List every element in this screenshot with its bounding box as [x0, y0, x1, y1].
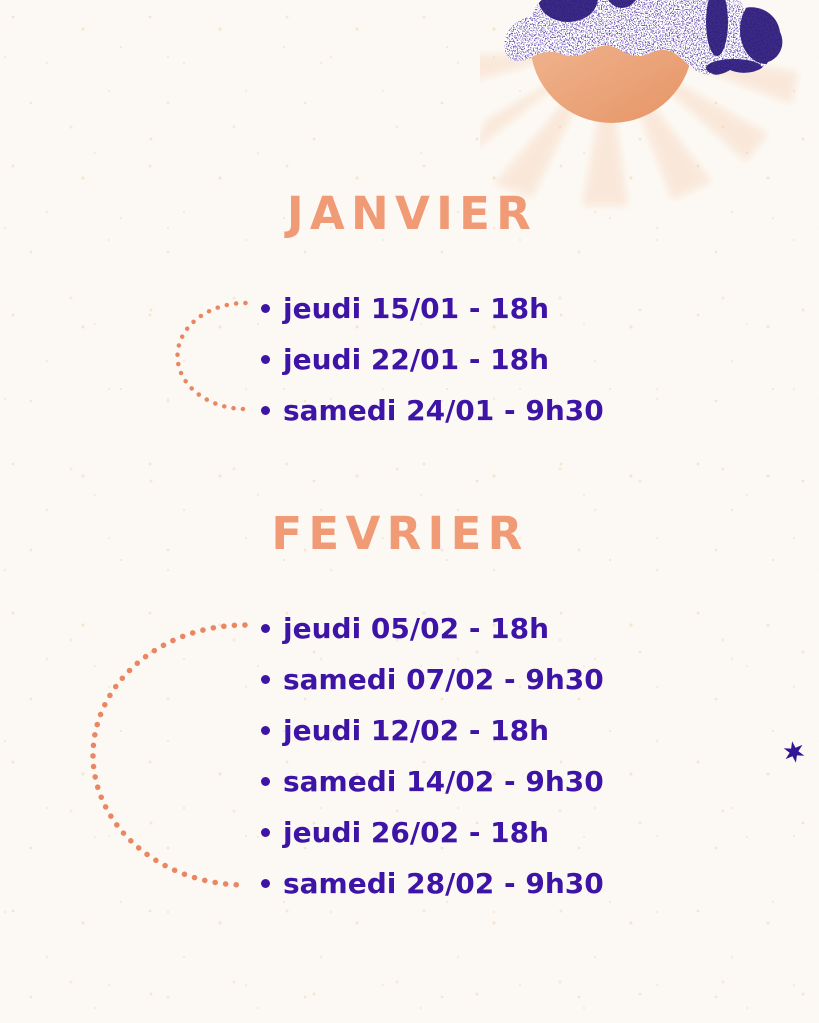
month-title-janvier: JANVIER — [286, 187, 538, 240]
event-item: jeudi 22/01 - 18h — [261, 334, 604, 385]
event-item: samedi 24/01 - 9h30 — [261, 385, 604, 436]
bullet-icon — [261, 406, 270, 415]
bullet-icon — [261, 355, 270, 364]
event-label: jeudi 22/01 - 18h — [283, 343, 550, 376]
event-label: samedi 07/02 - 9h30 — [283, 663, 604, 696]
february-event-list: jeudi 05/02 - 18h samedi 07/02 - 9h30 je… — [261, 603, 604, 909]
event-label: jeudi 05/02 - 18h — [283, 612, 550, 645]
event-item: samedi 07/02 - 9h30 — [261, 654, 604, 705]
sun-cloud-illustration — [480, 0, 798, 206]
bullet-icon — [261, 304, 270, 313]
january-event-list: jeudi 15/01 - 18h jeudi 22/01 - 18h same… — [261, 283, 604, 436]
event-item: jeudi 26/02 - 18h — [261, 807, 604, 858]
bullet-icon — [261, 675, 270, 684]
event-label: jeudi 15/01 - 18h — [283, 292, 550, 325]
bullet-icon — [261, 624, 270, 633]
event-item: jeudi 15/01 - 18h — [261, 283, 604, 334]
bullet-icon — [261, 879, 270, 888]
event-item: jeudi 05/02 - 18h — [261, 603, 604, 654]
bullet-icon — [261, 777, 270, 786]
bullet-icon — [261, 726, 270, 735]
event-label: samedi 24/01 - 9h30 — [283, 394, 604, 427]
event-item: samedi 14/02 - 9h30 — [261, 756, 604, 807]
event-label: jeudi 12/02 - 18h — [283, 714, 550, 747]
event-item: samedi 28/02 - 9h30 — [261, 858, 604, 909]
event-label: jeudi 26/02 - 18h — [283, 816, 550, 849]
month-title-fevrier: FEVRIER — [271, 507, 529, 560]
event-item: jeudi 12/02 - 18h — [261, 705, 604, 756]
february-dotted-arc — [90, 622, 248, 888]
event-label: samedi 14/02 - 9h30 — [283, 765, 604, 798]
cloud-ink-blobs — [538, 0, 783, 75]
bullet-icon — [261, 828, 270, 837]
star-icon — [783, 741, 805, 763]
january-dotted-arc — [175, 300, 248, 412]
event-label: samedi 28/02 - 9h30 — [283, 867, 604, 900]
